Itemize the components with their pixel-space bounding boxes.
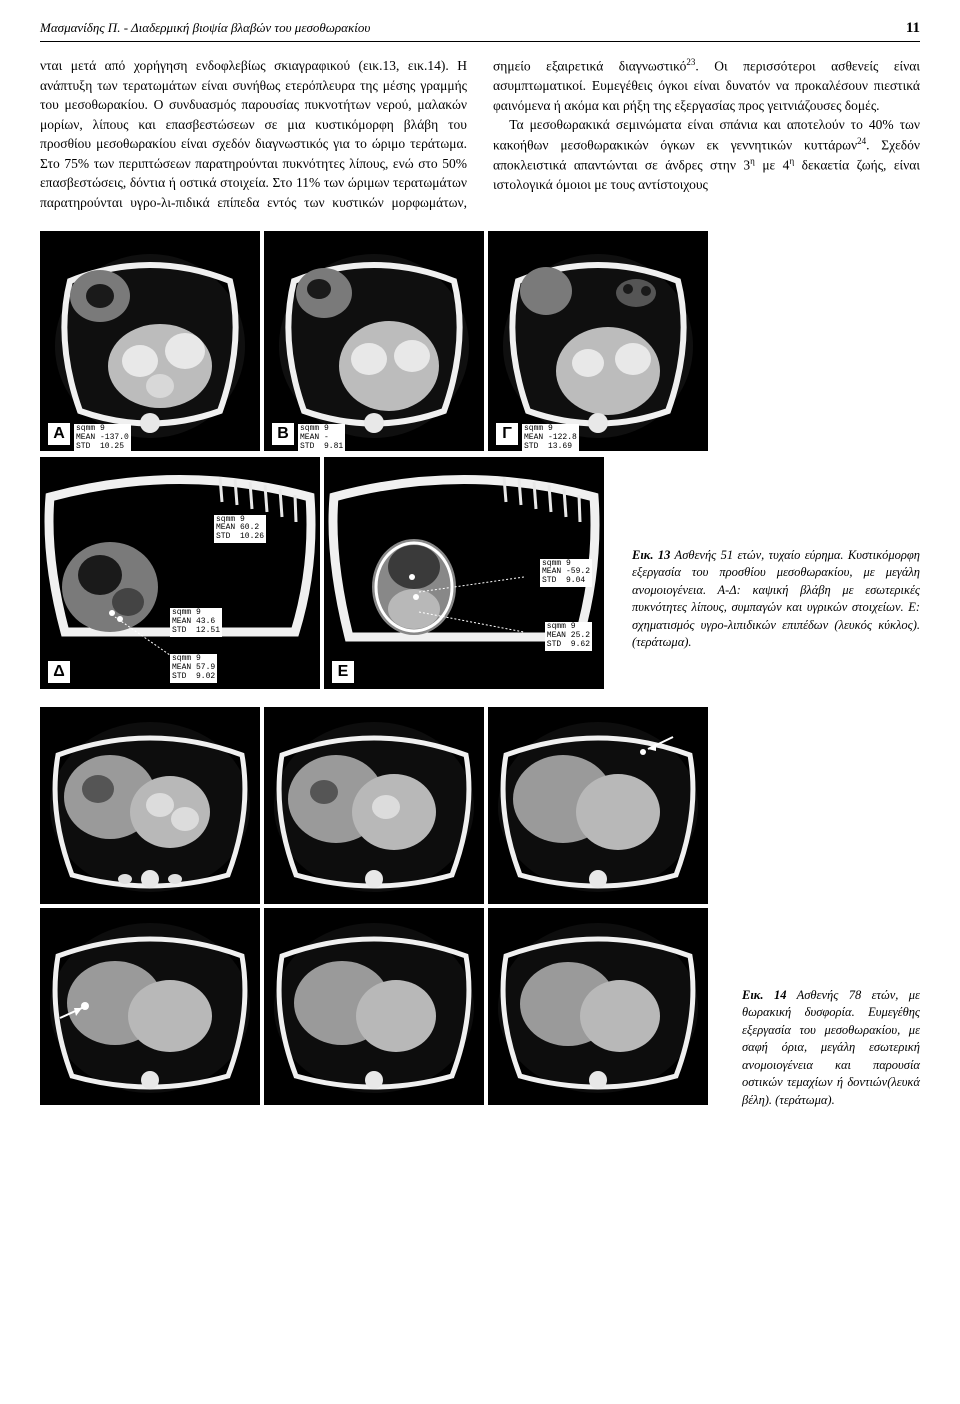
meas-D2: sqmm 9 MEAN 43.6 STD 12.51 <box>170 608 222 636</box>
panel-letter-E: Ε <box>332 661 354 683</box>
meas-E2: sqmm 9 MEAN 25.2 STD 9.62 <box>545 622 592 650</box>
meas-A: sqmm 9 MEAN -137.0 STD 10.25 <box>74 424 131 450</box>
fig14-grid <box>40 707 712 1105</box>
meas-B: sqmm 9 MEAN - STD 9.81 <box>298 424 345 450</box>
panel-letter-D: Δ <box>48 661 70 683</box>
body-col2c: Τα μεσοθωρακικά σεμινώματα είναι σπάνια … <box>493 117 920 152</box>
fig13-panel-E: Ε sqmm 9 MEAN -59.2 STD 9.04 sqmm 9 MEAN… <box>324 457 604 689</box>
fig14-caption-text: Ασθενής 78 ετών, με θωρακική δυσφορία. Ε… <box>742 988 920 1107</box>
panel-letter-B: Β <box>272 423 294 445</box>
fig13-panel-D: Δ sqmm 9 MEAN 60.2 STD 10.26 sqmm 9 MEAN… <box>40 457 320 689</box>
panel-letter-G: Γ <box>496 423 518 445</box>
fig14-caption-label: Εικ. 14 <box>742 988 786 1002</box>
meas-D1: sqmm 9 MEAN 60.2 STD 10.26 <box>214 515 266 543</box>
page-number: 11 <box>906 20 920 37</box>
panel-letter-A: Α <box>48 423 70 445</box>
fig14-panel-1 <box>40 707 260 904</box>
fig13-row1: Α sqmm 9 MEAN -137.0 STD 10.25 Β sqmm 9 … <box>40 231 920 451</box>
header-rule <box>40 41 920 42</box>
body-col1: νται μετά από χορήγηση ενδοφλεβίως σκιαγ… <box>40 58 467 210</box>
fig13-row2: Δ sqmm 9 MEAN 60.2 STD 10.26 sqmm 9 MEAN… <box>40 457 920 689</box>
fig13-panel-G: Γ sqmm 9 MEAN -122.8 STD 13.69 <box>488 231 708 451</box>
meas-G: sqmm 9 MEAN -122.8 STD 13.69 <box>522 424 579 450</box>
fig14-panel-3 <box>488 707 708 904</box>
fig14-panel-6 <box>488 908 708 1105</box>
fig14: Εικ. 14 Ασθενής 78 ετών, με θωρακική δυσ… <box>40 707 920 1111</box>
fig13-panel-A: Α sqmm 9 MEAN -137.0 STD 10.25 <box>40 231 260 451</box>
fig14-panel-4 <box>40 908 260 1105</box>
fig13-panel-B: Β sqmm 9 MEAN - STD 9.81 <box>264 231 484 451</box>
body-col2e: με 4 <box>755 157 790 172</box>
fig13-caption-text: Ασθενής 51 ετών, τυχαίο εύρημα. Κυστικόμ… <box>632 548 920 650</box>
body-text: νται μετά από χορήγηση ενδοφλεβίως σκιαγ… <box>40 56 920 213</box>
fig13-caption: Εικ. 13 Ασθενής 51 ετών, τυχαίο εύρημα. … <box>608 457 920 652</box>
meas-E1: sqmm 9 MEAN -59.2 STD 9.04 <box>540 559 592 587</box>
ref-24: 24 <box>857 136 866 146</box>
fig14-caption: Εικ. 14 Ασθενής 78 ετών, με θωρακική δυσ… <box>722 707 920 1111</box>
running-title: Μασμανίδης Π. - Διαδερμική βιοψία βλαβών… <box>40 20 370 36</box>
running-header: Μασμανίδης Π. - Διαδερμική βιοψία βλαβών… <box>40 20 920 37</box>
fig14-panel-2 <box>264 707 484 904</box>
meas-D3: sqmm 9 MEAN 57.9 STD 9.02 <box>170 654 217 682</box>
fig13-caption-label: Εικ. 13 <box>632 548 670 562</box>
fig14-panel-5 <box>264 908 484 1105</box>
